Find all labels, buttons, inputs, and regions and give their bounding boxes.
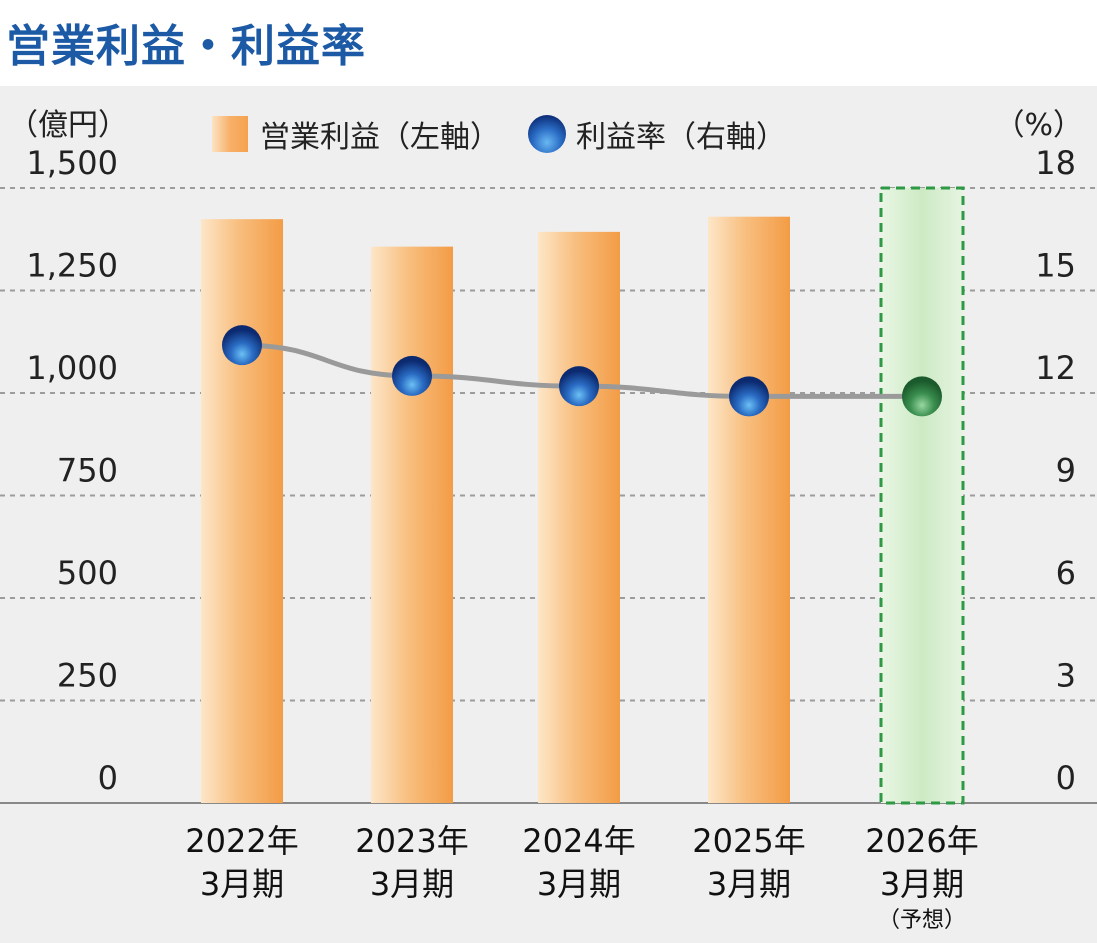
legend-line-label: 利益率（右軸） — [576, 120, 786, 155]
bar — [708, 216, 790, 803]
category-note-label: （予想） — [878, 908, 966, 933]
left-tick-label: 1,250 — [26, 247, 118, 285]
left-axis-unit: （億円） — [8, 108, 128, 143]
right-tick-label: 12 — [1035, 349, 1076, 387]
left-tick-label: 0 — [98, 759, 118, 797]
category-period-label: 3月期 — [537, 865, 621, 903]
right-tick-label: 15 — [1035, 247, 1076, 285]
bar-forecast — [879, 186, 965, 805]
category-year-label: 2024年 — [522, 822, 635, 860]
right-axis-unit: （%） — [994, 108, 1083, 143]
right-tick-label: 6 — [1056, 554, 1076, 592]
left-tick-label: 1,000 — [26, 349, 118, 387]
category-year-label: 2026年 — [865, 822, 978, 860]
bar — [201, 219, 283, 803]
right-tick-label: 0 — [1056, 759, 1076, 797]
line-point — [729, 376, 769, 417]
line-point — [392, 355, 432, 396]
category-year-label: 2023年 — [355, 822, 468, 860]
line-point — [559, 366, 599, 407]
category-period-label: 3月期 — [200, 865, 284, 903]
legend-dot-swatch — [528, 115, 566, 153]
right-tick-label: 18 — [1035, 144, 1076, 182]
category-period-label: 3月期 — [880, 865, 964, 903]
left-tick-label: 750 — [57, 452, 118, 490]
line-point — [222, 325, 262, 366]
legend: 営業利益（左軸） 利益率（右軸） — [212, 112, 786, 156]
right-tick-label: 3 — [1056, 657, 1076, 695]
bar — [371, 246, 453, 803]
left-tick-label: 500 — [57, 554, 118, 592]
bar — [538, 231, 620, 803]
legend-bar-swatch — [212, 116, 248, 152]
category-year-label: 2022年 — [185, 822, 298, 860]
category-period-label: 3月期 — [707, 865, 791, 903]
line-point-forecast — [902, 376, 942, 417]
page-title: 営業利益・利益率 — [6, 21, 366, 72]
left-tick-label: 1,500 — [26, 144, 118, 182]
legend-bar-label: 営業利益（左軸） — [260, 120, 500, 155]
left-tick-label: 250 — [57, 657, 118, 695]
category-period-label: 3月期 — [370, 865, 454, 903]
right-tick-label: 9 — [1056, 452, 1076, 490]
category-year-label: 2025年 — [692, 822, 805, 860]
